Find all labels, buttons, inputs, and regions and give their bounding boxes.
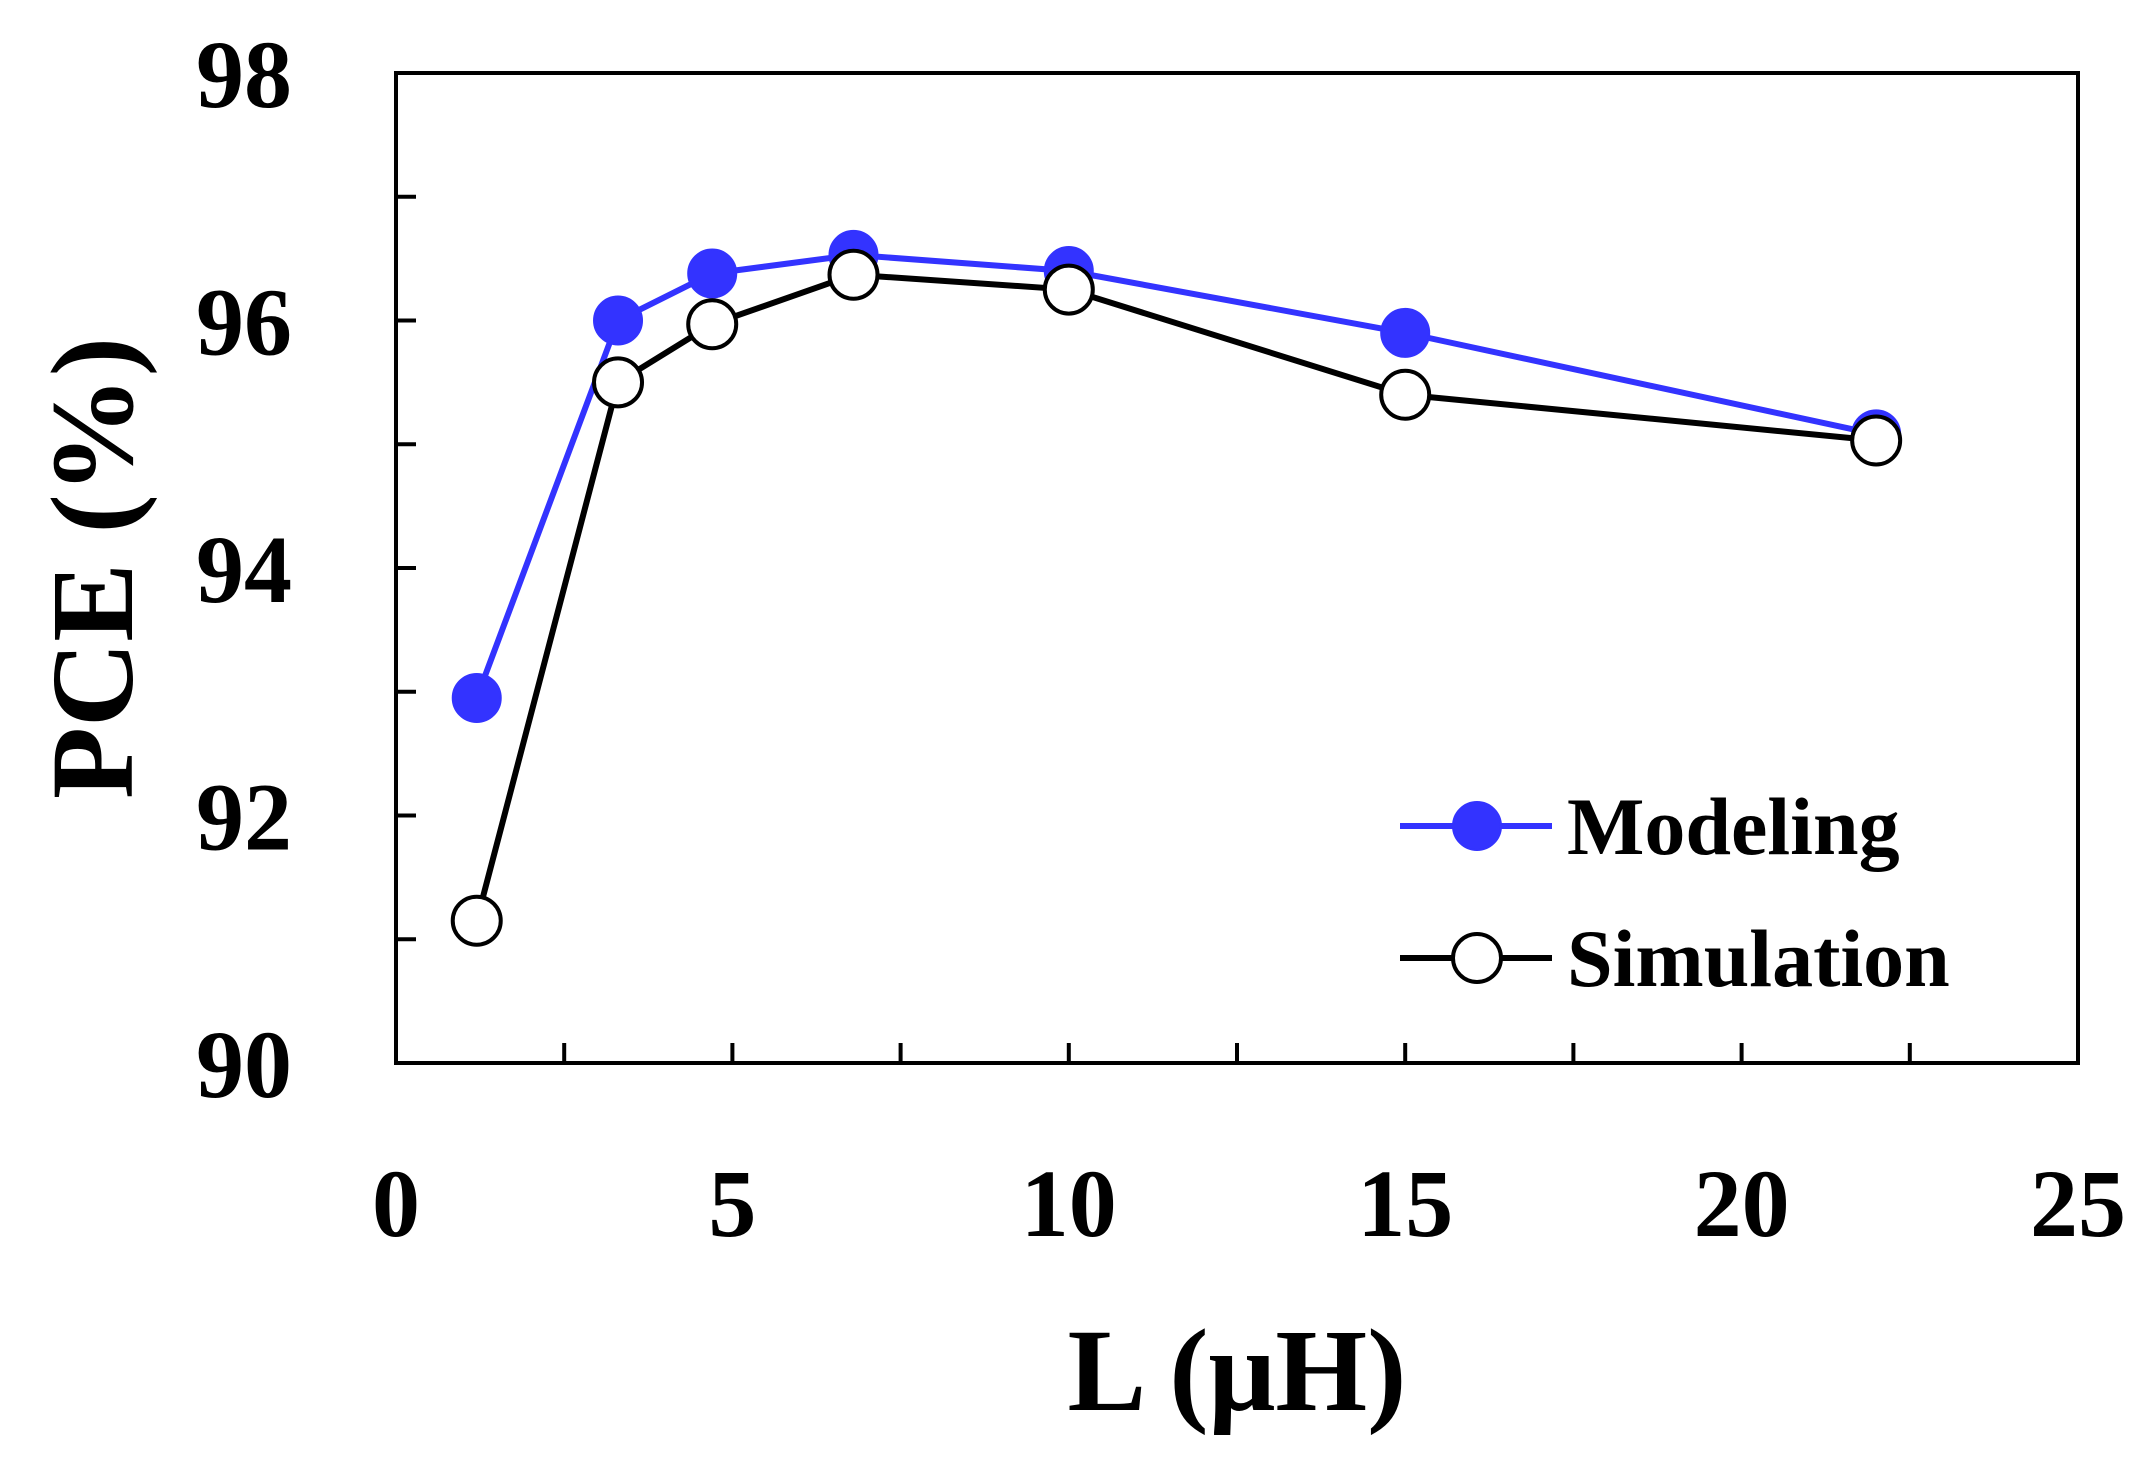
data-point-simulation <box>592 356 645 409</box>
data-point-simulation <box>1379 368 1432 421</box>
y-axis-title: PCE (%) <box>27 337 158 799</box>
y-tick-label: 96 <box>196 269 292 376</box>
x-tick-label: 25 <box>2030 1150 2126 1257</box>
x-axis-title: L (μH) <box>1068 1305 1407 1436</box>
x-tick-label: 0 <box>372 1150 420 1257</box>
x-tick-label: 5 <box>708 1150 756 1257</box>
y-tick-label: 94 <box>196 516 292 623</box>
legend-marker-modeling <box>1452 801 1502 851</box>
data-point-simulation <box>686 298 739 351</box>
ticks: 0 5 10 15 20 25 90 92 94 96 98 <box>196 21 2126 1257</box>
data-point-simulation <box>450 894 503 947</box>
x-tick-label: 20 <box>1694 1150 1790 1257</box>
y-tick-label: 98 <box>196 21 292 128</box>
data-point-simulation <box>827 248 880 301</box>
y-tick-label: 90 <box>196 1011 292 1118</box>
data-point-modeling <box>687 248 738 299</box>
series <box>450 229 1903 947</box>
data-point-modeling <box>451 672 502 723</box>
x-tick-label: 15 <box>1357 1150 1453 1257</box>
legend-marker-simulation <box>1451 932 1503 984</box>
legend-label-simulation: Simulation <box>1567 913 1950 1004</box>
legend-label-modeling: Modeling <box>1567 781 1900 872</box>
data-point-simulation <box>1850 414 1903 467</box>
legend: Modeling Simulation <box>1400 781 1950 1004</box>
data-point-modeling <box>1380 307 1431 358</box>
data-point-simulation <box>1042 263 1095 316</box>
data-point-modeling <box>593 295 644 346</box>
y-tick-label: 92 <box>196 764 292 871</box>
x-tick-label: 10 <box>1021 1150 1117 1257</box>
